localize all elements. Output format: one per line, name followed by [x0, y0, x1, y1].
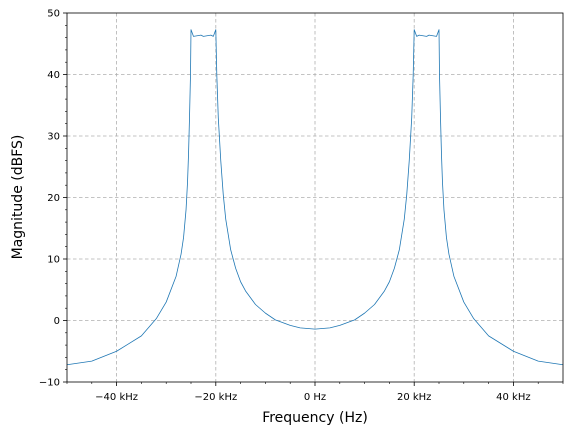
y-axis-title: Magnitude (dBFS) — [10, 135, 26, 260]
grid — [67, 13, 563, 382]
y-tick-label: −10 — [39, 378, 60, 389]
y-tick-label: 30 — [47, 132, 60, 143]
x-tick-label: −40 kHz — [95, 392, 138, 403]
axis-ticks — [63, 12, 564, 386]
y-tick-label: 10 — [47, 255, 60, 266]
y-tick-label: 20 — [47, 193, 60, 204]
x-tick-label: −20 kHz — [194, 392, 237, 403]
y-tick-label: 0 — [54, 316, 60, 327]
x-axis-title: Frequency (Hz) — [262, 410, 368, 426]
spectrum-line — [66, 29, 564, 366]
x-tick-label: 0 Hz — [304, 392, 326, 403]
y-tick-label: 40 — [47, 70, 60, 81]
x-tick-label: 20 kHz — [397, 392, 431, 403]
y-tick-label: 50 — [47, 9, 60, 20]
plot-frame — [66, 12, 564, 383]
tick-labels: −40 kHz −20 kHz 0 Hz 20 kHz 40 kHz −10 0 10 20 30… — [39, 9, 531, 404]
series-layer — [66, 29, 564, 366]
x-tick-label: 40 kHz — [496, 392, 530, 403]
